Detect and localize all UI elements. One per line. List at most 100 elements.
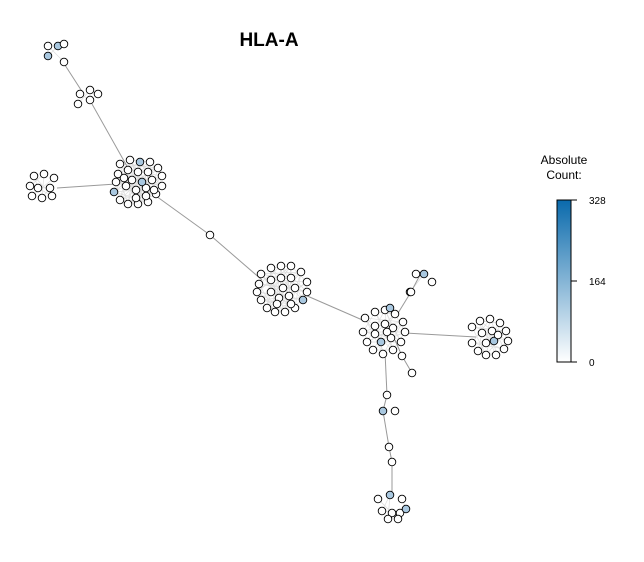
- cluster-3-node-6: [499, 344, 509, 354]
- cluster-4-node-5: [45, 183, 55, 193]
- cluster-1-edge: [270, 267, 304, 301]
- cluster-1-node-5: [302, 277, 312, 287]
- cluster-7-node-2: [93, 89, 103, 99]
- cluster-2-node-8: [378, 349, 388, 359]
- cluster-0-node-1: [125, 155, 135, 165]
- cluster-2-node-0: [360, 313, 370, 323]
- cluster-0-node-10: [123, 199, 133, 209]
- cluster-2-node-15: [386, 333, 396, 343]
- cluster-0-node-16: [133, 167, 143, 177]
- cluster-4-node-6: [27, 191, 37, 201]
- cluster-2-node-5: [400, 327, 410, 337]
- cluster-0-node-15: [123, 165, 133, 175]
- cluster-5-node-3: [377, 506, 387, 516]
- cluster-4-node-3: [25, 181, 35, 191]
- bridge-node-1: [378, 406, 388, 416]
- bridge-node-6: [407, 368, 417, 378]
- edge-3: [155, 195, 211, 236]
- cluster-1-node-6: [302, 287, 312, 297]
- cluster-8-node-0: [411, 269, 421, 279]
- cluster-2-node-18: [382, 327, 392, 337]
- cluster-4-node-1: [39, 169, 49, 179]
- cluster-3-edge: [471, 326, 487, 356]
- cluster-2-node-7: [388, 345, 398, 355]
- cluster-1-node-18: [290, 283, 300, 293]
- cluster-2-node-17: [370, 329, 380, 339]
- cluster-6-node-2: [59, 39, 69, 49]
- cluster-1-node-24: [286, 299, 296, 309]
- edge-5: [304, 294, 368, 323]
- edge-6: [404, 332, 477, 338]
- cluster-2-node-9: [368, 345, 378, 355]
- cluster-0-edge: [119, 171, 149, 201]
- cluster-5-node-0: [373, 494, 383, 504]
- cluster-2-node-6: [396, 337, 406, 347]
- cluster-0-node-17: [143, 167, 153, 177]
- cluster-1-node-7: [298, 295, 308, 305]
- cluster-1-node-4: [296, 267, 306, 277]
- cluster-1-node-13: [252, 287, 262, 297]
- cluster-8-node-1: [419, 269, 429, 279]
- cluster-2-node-13: [380, 319, 390, 329]
- cluster-1-node-15: [266, 275, 276, 285]
- cluster-3-node-14: [481, 338, 491, 348]
- cluster-0-node-12: [109, 187, 119, 197]
- cluster-0-node-0: [115, 159, 125, 169]
- cluster-1-edge: [266, 277, 292, 309]
- cluster-2-node-11: [358, 327, 368, 337]
- cluster-1-edge: [260, 271, 302, 275]
- cluster-0-node-14: [113, 169, 123, 179]
- cluster-3-node-13: [489, 336, 499, 346]
- cluster-4-node-7: [37, 193, 47, 203]
- cluster-3-node-2: [485, 314, 495, 324]
- plot-title: HLA-A: [239, 30, 299, 51]
- cluster-1-node-9: [280, 307, 290, 317]
- cluster-0-node-23: [137, 177, 147, 187]
- cluster-0-node-5: [157, 171, 167, 181]
- legend-title-line1: Absolute: [540, 153, 588, 167]
- cluster-0-node-18: [147, 175, 157, 185]
- cluster-5-node-6: [401, 504, 411, 514]
- cluster-2-node-12: [370, 321, 380, 331]
- legend-colorbar: [556, 199, 572, 363]
- bridge-node-9: [406, 287, 416, 297]
- cluster-0-node-11: [115, 195, 125, 205]
- bridge-node-8: [385, 303, 395, 313]
- cluster-2-node-1: [370, 307, 380, 317]
- cluster-0-node-4: [153, 163, 163, 173]
- cluster-3-node-5: [503, 336, 513, 346]
- legend-title: Absolute Count:: [528, 153, 600, 183]
- cluster-3-node-10: [467, 338, 477, 348]
- cluster-0-node-26: [131, 193, 141, 203]
- cluster-3-node-1: [475, 316, 485, 326]
- cluster-1-node-14: [254, 279, 264, 289]
- cluster-1-node-12: [256, 295, 266, 305]
- nodes: [25, 39, 513, 524]
- cluster-1-edge: [258, 265, 282, 285]
- cluster-1-node-22: [278, 283, 288, 293]
- cluster-0-node-27: [141, 191, 151, 201]
- cluster-4-node-8: [47, 191, 57, 201]
- cluster-3-edge: [477, 322, 501, 352]
- cluster-8-node-2: [427, 277, 437, 287]
- bridge-node-4: [384, 442, 394, 452]
- color-legend: 328 164 0: [556, 196, 606, 369]
- cluster-0-node-24: [119, 173, 129, 183]
- cluster-1-node-21: [266, 287, 276, 297]
- cluster-1-node-11: [262, 303, 272, 313]
- cluster-7-node-1: [85, 85, 95, 95]
- cluster-0-node-3: [145, 157, 155, 167]
- cluster-2-node-10: [362, 337, 372, 347]
- cluster-5-node-1: [385, 490, 395, 500]
- cluster-0-node-25: [149, 185, 159, 195]
- cluster-6-node-4: [59, 57, 69, 67]
- bridge-node-2: [390, 406, 400, 416]
- cluster-5-node-2: [397, 494, 407, 504]
- cluster-3-node-3: [495, 318, 505, 328]
- cluster-1-node-17: [286, 273, 296, 283]
- cluster-3-node-8: [481, 350, 491, 360]
- cluster-1-node-19: [284, 291, 294, 301]
- legend-max-label: 328: [589, 196, 606, 207]
- cluster-2-node-16: [376, 337, 386, 347]
- cluster-1-node-10: [270, 307, 280, 317]
